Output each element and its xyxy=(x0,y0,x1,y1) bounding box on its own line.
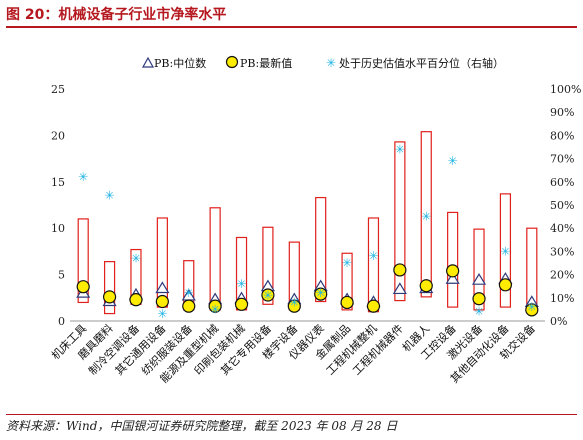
range-bar xyxy=(499,193,512,308)
percentile-marker: ✳ xyxy=(263,288,273,302)
median-markers xyxy=(76,272,539,308)
left-tick-label: 20 xyxy=(51,129,65,142)
latest-marker xyxy=(261,288,275,302)
percentile-markers: ✳ ✳ ✳ ✳ ✳ ✳ ✳ ✳ ✳ ✳ ✳ ✳ ✳ ✳ ✳ ✳ ✳ ✳ xyxy=(78,142,537,321)
percentile-marker: ✳ xyxy=(448,154,458,168)
latest-marker xyxy=(525,303,539,317)
legend-median-label: PB:中位数 xyxy=(154,56,206,70)
latest-marker xyxy=(234,297,249,311)
latest-marker xyxy=(287,299,301,313)
legend: PB:中位数 PB:最新值 ✳ 处于历史估值水平百分位（右轴） xyxy=(141,55,504,70)
figure-title: 图 20：机械设备子行业市净率水平 xyxy=(6,4,577,28)
left-tick-label: 0 xyxy=(58,315,65,328)
latest-marker xyxy=(419,279,433,293)
range-bar xyxy=(394,141,406,302)
latest-marker xyxy=(446,264,460,278)
latest-marker xyxy=(182,299,196,313)
pb-range-bars xyxy=(77,131,538,315)
pb-chart: PB:中位数 PB:最新值 ✳ 处于历史估值水平百分位（右轴） 0 5 10 15 20… xyxy=(48,55,581,386)
source-text: 资料来源：Wind，中国银河证券研究院整理，截至 2023 年 08 月 28 … xyxy=(6,419,398,433)
range-bar xyxy=(447,211,459,308)
latest-marker xyxy=(366,299,381,313)
right-y-axis: 0% 10% 20% 30% 40% 50% 60% 70% 80% 90% 100% xyxy=(550,83,581,328)
percentile-marker: ✳ xyxy=(210,302,220,316)
range-bar xyxy=(77,218,89,304)
right-tick-label: 60% xyxy=(550,176,574,189)
percentile-marker: ✳ xyxy=(527,300,537,314)
legend-latest-label: PB:最新值 xyxy=(240,56,292,70)
median-marker xyxy=(392,282,407,295)
legend-item-median: PB:中位数 xyxy=(141,56,206,70)
source-note: 资料来源：Wind，中国银河证券研究院整理，截至 2023 年 08 月 28 … xyxy=(6,414,577,436)
latest-marker xyxy=(208,299,222,313)
left-tick-label: 15 xyxy=(51,176,65,189)
latest-markers xyxy=(76,263,539,317)
latest-marker xyxy=(129,293,143,307)
right-tick-label: 50% xyxy=(550,199,574,212)
legend-percentile-label: 处于历史估值水平百分位（右轴） xyxy=(339,56,504,70)
left-y-axis: 0 5 10 15 20 25 xyxy=(51,83,65,328)
percentile-marker: ✳ xyxy=(395,142,405,156)
percentile-marker: ✳ xyxy=(157,307,167,321)
latest-marker xyxy=(76,280,90,294)
latest-marker xyxy=(393,263,407,277)
percentile-marker: ✳ xyxy=(236,277,246,291)
right-tick-label: 80% xyxy=(550,129,574,142)
percentile-marker: ✳ xyxy=(131,251,141,265)
latest-marker xyxy=(155,294,169,309)
range-bar xyxy=(156,217,168,308)
range-bar xyxy=(420,131,432,298)
legend-percentile-marker: ✳ xyxy=(326,56,336,70)
right-tick-label: 30% xyxy=(550,245,574,258)
percentile-marker: ✳ xyxy=(342,256,352,270)
right-tick-label: 40% xyxy=(550,222,574,235)
left-tick-label: 10 xyxy=(51,222,65,235)
legend-item-latest: PB:最新值 xyxy=(225,55,292,70)
range-bar xyxy=(262,226,274,305)
right-tick-label: 90% xyxy=(550,106,574,119)
latest-marker xyxy=(472,292,486,306)
percentile-marker: ✳ xyxy=(78,170,88,184)
percentile-marker: ✳ xyxy=(368,249,378,263)
median-marker xyxy=(471,273,487,285)
right-tick-label: 20% xyxy=(550,269,574,282)
right-tick-label: 100% xyxy=(550,83,581,96)
left-tick-label: 5 xyxy=(58,269,65,282)
percentile-marker: ✳ xyxy=(474,305,484,319)
legend-median-marker xyxy=(141,56,155,68)
percentile-marker: ✳ xyxy=(316,286,326,300)
median-marker xyxy=(155,281,170,294)
x-axis-labels: 机床工具磨具磨料制冷空调设备其它通用设备纺织服装设备能源及重型机械印刷包装机械其… xyxy=(48,321,538,385)
percentile-marker: ✳ xyxy=(105,189,115,203)
latest-marker xyxy=(314,287,328,301)
percentile-marker: ✳ xyxy=(289,295,299,309)
figure-title-text: 图 20：机械设备子行业市净率水平 xyxy=(6,7,227,23)
latest-marker xyxy=(498,278,513,292)
right-tick-label: 10% xyxy=(550,292,574,305)
legend-latest-marker xyxy=(225,55,239,69)
legend-item-percentile: ✳ 处于历史估值水平百分位（右轴） xyxy=(326,56,504,70)
percentile-marker: ✳ xyxy=(500,244,510,258)
right-tick-label: 70% xyxy=(550,153,574,166)
range-bar xyxy=(473,228,485,311)
percentile-marker: ✳ xyxy=(421,210,431,224)
latest-marker xyxy=(340,295,354,310)
range-bar xyxy=(315,196,327,303)
percentile-marker: ✳ xyxy=(184,286,194,300)
median-marker xyxy=(445,272,460,284)
range-bar xyxy=(103,261,116,315)
left-tick-label: 25 xyxy=(51,83,65,96)
latest-marker xyxy=(102,290,117,304)
right-tick-label: 0% xyxy=(550,315,567,328)
range-bar xyxy=(341,252,353,311)
